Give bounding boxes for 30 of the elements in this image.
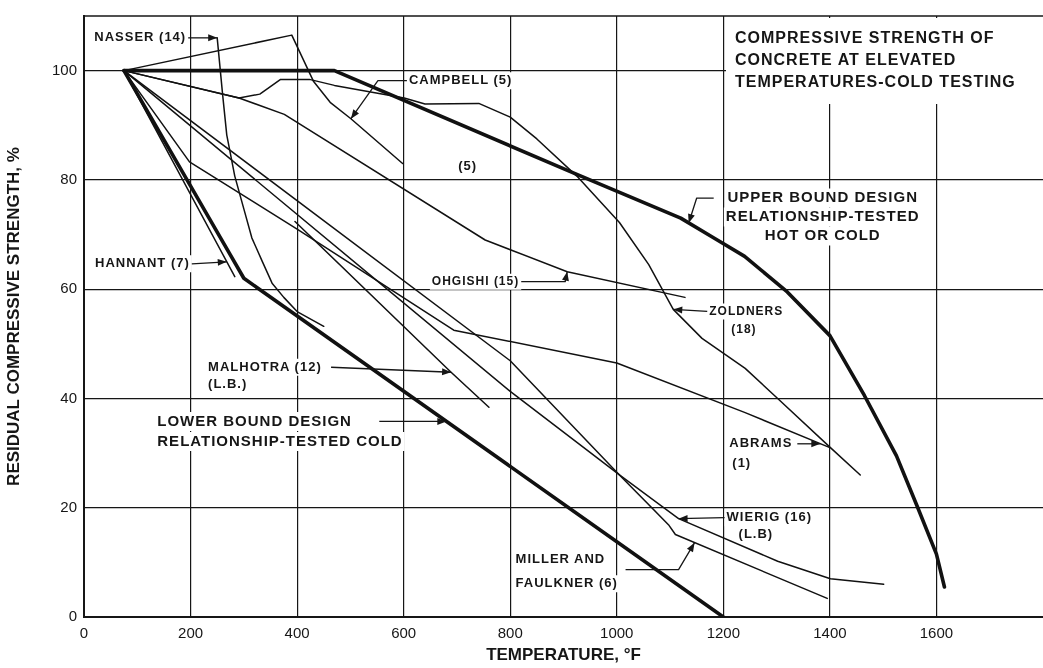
x-tick-label: 1600 [919,624,954,642]
annotation: NASSER (14) [94,29,187,45]
x-tick-label: 800 [497,624,523,642]
x-axis-title: TEMPERATURE, °F [486,645,641,665]
x-tick-label: 1400 [813,624,847,642]
annotation: UPPER BOUND DESIGN RELATIONSHIP-TESTED HOT OR COLD [725,188,920,244]
text: COMPRESSIVE STRENGTH OF CONCRETE AT ELEVATED TEMPERATURES-COLD TESTING [735,29,1016,91]
x-tick-label: 0 [79,624,89,642]
y-tick-label: 60 [60,279,77,297]
x-tick-label: 1200 [706,624,741,642]
annotation: HANNANT (7) [95,255,190,271]
x-tick-label: 200 [178,624,204,642]
x-tick-label: 600 [391,624,417,642]
x-tick-label: 400 [284,624,310,642]
y-tick-label: 20 [60,497,77,515]
y-tick-label: 40 [60,388,77,406]
annotation: MILLER AND FAULKNER (6) [515,551,618,591]
y-tick-label: 80 [60,170,77,188]
annotation: OHGISHI (15) [431,274,520,289]
annotation: ZOLDNERS (18) [709,303,784,336]
annotation: LOWER BOUND DESIGN RELATIONSHIP-TESTED COLD [157,411,403,449]
annotation: (5) [458,157,478,173]
y-tick-label: 0 [68,607,77,625]
annotation: WIERIG (16) (L.B) [726,509,812,542]
annotation: MALHOTRA (12) (L.B.) [208,358,322,391]
y-tick-label: 100 [51,60,77,78]
x-tick-label: 1000 [600,624,634,642]
annotation: ABRAMS (1) [729,435,793,471]
annotation: CAMPBELL (5) [408,72,513,88]
y-axis-title: RESIDUAL COMPRESSIVE STRENGTH, % [3,147,23,486]
